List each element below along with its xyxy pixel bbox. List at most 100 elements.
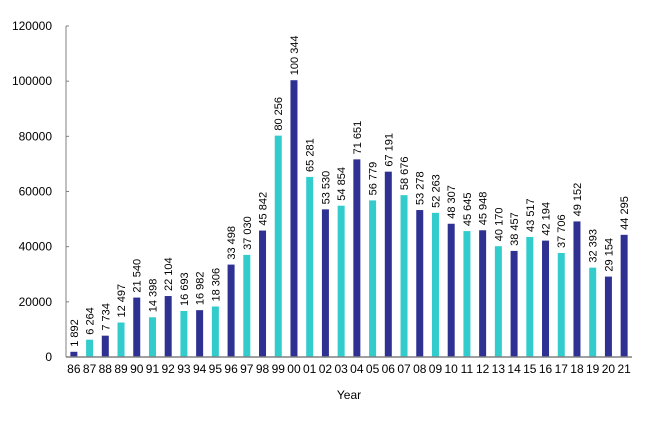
x-tick-label: 96 <box>224 362 238 376</box>
data-label: 7 734 <box>100 303 112 331</box>
bar <box>620 234 628 357</box>
bar <box>369 200 377 357</box>
x-tick-label: 11 <box>461 362 474 376</box>
x-tick-label: 01 <box>303 362 317 376</box>
data-label: 38 457 <box>509 212 521 246</box>
data-label: 37 706 <box>556 214 568 248</box>
data-label: 80 256 <box>273 97 285 131</box>
bar <box>353 159 361 357</box>
bar <box>447 223 455 357</box>
x-tick-label: 14 <box>507 362 521 376</box>
x-tick-label: 20 <box>602 362 616 376</box>
x-tick-label: 92 <box>162 362 176 376</box>
x-tick-label: 15 <box>523 362 537 376</box>
data-label: 56 779 <box>368 162 380 196</box>
bar <box>431 212 439 357</box>
bar <box>494 246 502 357</box>
data-label: 43 517 <box>525 198 537 232</box>
x-tick-label: 97 <box>240 362 254 376</box>
x-tick-label: 17 <box>555 362 569 376</box>
bar <box>243 254 251 357</box>
bar <box>589 267 597 357</box>
x-tick-label: 93 <box>177 362 191 376</box>
data-label: 1 892 <box>69 319 81 347</box>
bar <box>400 195 408 357</box>
bar <box>510 250 518 357</box>
data-label: 52 263 <box>430 174 442 208</box>
x-tick-label: 13 <box>492 362 506 376</box>
x-tick-label: 03 <box>334 362 348 376</box>
bar <box>479 230 487 357</box>
data-label: 16 693 <box>179 272 191 306</box>
x-axis: 86 87 88 89 90 91 92 93 94 95 96 97 98 99 00 01 02 03 04 05… <box>66 356 632 376</box>
x-tick-label: 87 <box>83 362 97 376</box>
bar <box>101 335 109 357</box>
data-label: 42 194 <box>541 202 553 236</box>
bar <box>321 209 329 357</box>
data-label: 49 152 <box>572 183 584 217</box>
bar <box>227 264 235 357</box>
data-label: 65 281 <box>305 138 317 172</box>
bar <box>274 135 282 357</box>
bar <box>259 230 267 357</box>
bar <box>557 252 565 357</box>
data-label: 16 982 <box>195 272 207 306</box>
bar <box>86 339 94 357</box>
data-label: 45 948 <box>478 192 490 226</box>
y-tick-label: 20000 <box>19 295 53 309</box>
bar <box>337 205 345 357</box>
data-label: 54 854 <box>336 167 348 201</box>
data-label: 29 154 <box>603 238 615 272</box>
bar <box>196 310 204 357</box>
bar <box>211 306 219 357</box>
bar <box>542 240 550 357</box>
bar <box>384 171 392 357</box>
data-label: 53 278 <box>415 171 427 205</box>
x-axis-title: Year <box>337 388 361 402</box>
data-label: 37 030 <box>242 216 254 250</box>
x-tick-label: 89 <box>114 362 128 376</box>
bar <box>416 210 424 357</box>
bar <box>180 310 188 357</box>
y-axis: 0 20000 40000 60000 80000 100000 120000 <box>12 19 69 364</box>
bar <box>133 297 141 357</box>
bar <box>463 231 471 357</box>
data-label: 71 651 <box>352 121 364 155</box>
x-tick-label: 21 <box>617 362 631 376</box>
x-tick-label: 06 <box>382 362 396 376</box>
data-label: 100 344 <box>289 35 301 75</box>
x-tick-label: 18 <box>570 362 584 376</box>
data-label: 45 645 <box>462 192 474 226</box>
x-tick-label: 86 <box>67 362 81 376</box>
x-tick-label: 07 <box>397 362 411 376</box>
bar <box>306 176 314 357</box>
x-tick-label: 04 <box>350 362 364 376</box>
data-label: 44 295 <box>619 196 631 230</box>
x-tick-label: 88 <box>99 362 113 376</box>
x-tick-label: 95 <box>209 362 223 376</box>
x-tick-label: 09 <box>429 362 443 376</box>
bar <box>148 317 156 357</box>
data-label: 6 264 <box>85 307 97 335</box>
data-label: 40 170 <box>493 208 505 242</box>
x-tick-label: 10 <box>445 362 459 376</box>
data-label: 53 530 <box>320 171 332 205</box>
data-label: 67 191 <box>383 133 395 167</box>
x-tick-label: 00 <box>287 362 301 376</box>
bar <box>164 296 172 357</box>
data-label: 14 398 <box>147 279 159 313</box>
bar <box>70 351 78 357</box>
bar <box>290 80 298 357</box>
data-label: 32 393 <box>588 229 600 263</box>
data-label: 21 540 <box>132 259 144 293</box>
y-tick-label: 120000 <box>12 19 52 33</box>
bar <box>573 221 581 357</box>
x-tick-label: 02 <box>319 362 333 376</box>
x-tick-label: 90 <box>130 362 144 376</box>
y-tick-label: 80000 <box>19 129 53 143</box>
x-tick-label: 94 <box>193 362 207 376</box>
x-tick-label: 99 <box>272 362 286 376</box>
data-label: 18 306 <box>210 268 222 302</box>
